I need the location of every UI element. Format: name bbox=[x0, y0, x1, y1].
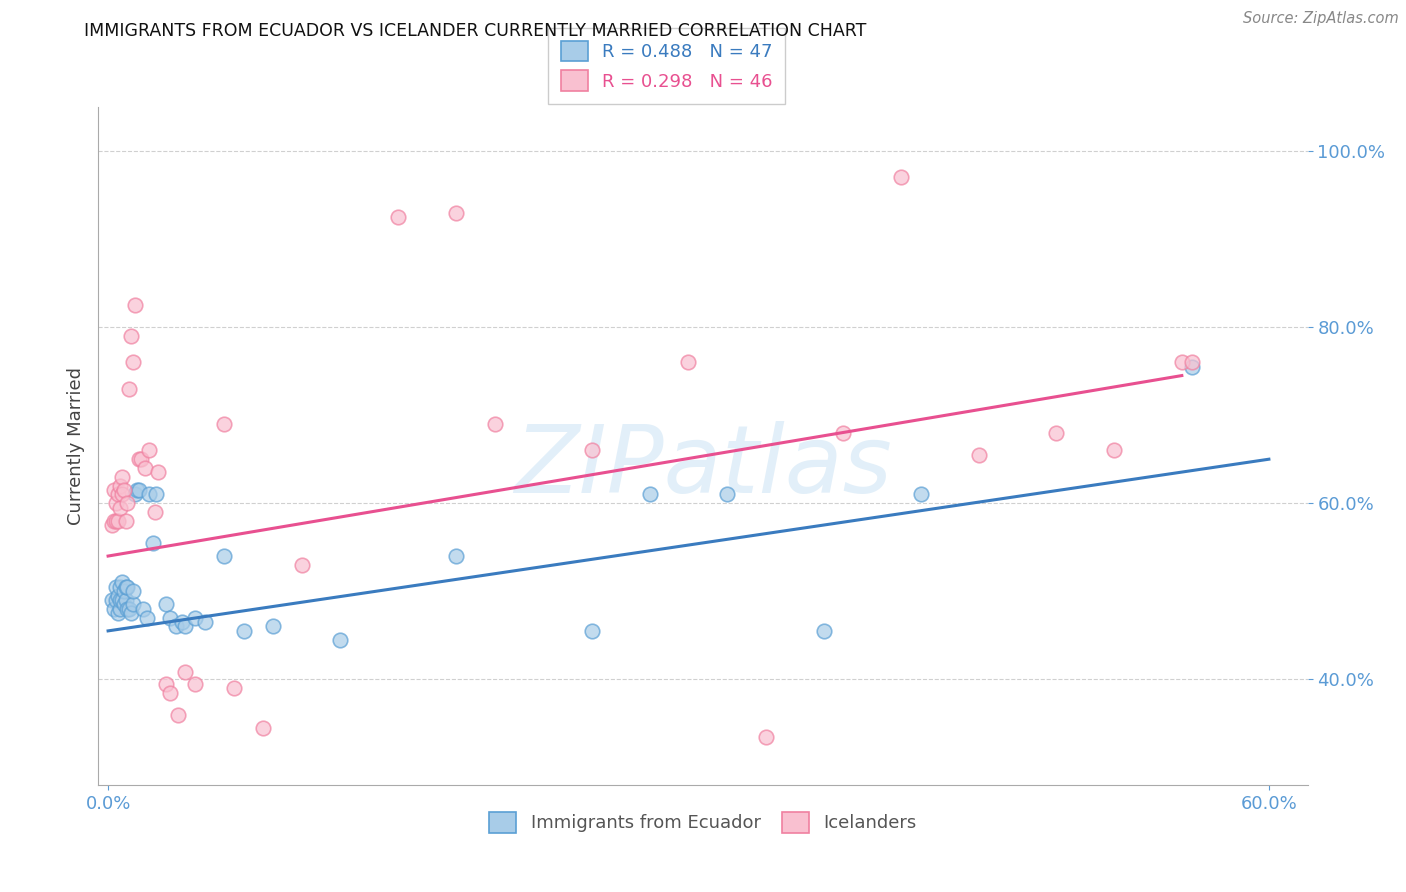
Point bbox=[114, 593, 136, 607]
Point bbox=[678, 355, 700, 369]
Point bbox=[108, 602, 131, 616]
Point bbox=[117, 602, 139, 616]
Point bbox=[118, 602, 141, 616]
Point bbox=[104, 496, 127, 510]
Point bbox=[112, 483, 135, 497]
Point bbox=[135, 610, 157, 624]
Point bbox=[108, 593, 131, 607]
Point bbox=[581, 443, 603, 458]
Text: IMMIGRANTS FROM ECUADOR VS ICELANDER CURRENTLY MARRIED CORRELATION CHART: IMMIGRANTS FROM ECUADOR VS ICELANDER CUR… bbox=[84, 22, 866, 40]
Point bbox=[122, 355, 145, 369]
Point bbox=[165, 619, 187, 633]
Y-axis label: Currently Married: Currently Married bbox=[66, 367, 84, 525]
Point bbox=[127, 483, 149, 497]
Point bbox=[166, 707, 188, 722]
Point bbox=[114, 514, 136, 528]
Point bbox=[155, 676, 177, 690]
Point bbox=[484, 417, 506, 431]
Point bbox=[232, 624, 254, 638]
Point bbox=[111, 470, 134, 484]
Point bbox=[638, 487, 661, 501]
Point bbox=[1045, 425, 1067, 440]
Point bbox=[967, 448, 990, 462]
Point bbox=[755, 730, 778, 744]
Point bbox=[128, 483, 150, 497]
Point bbox=[122, 584, 145, 599]
Point bbox=[1171, 355, 1194, 369]
Point bbox=[107, 514, 129, 528]
Point bbox=[155, 598, 177, 612]
Point bbox=[104, 514, 127, 528]
Point bbox=[222, 681, 245, 695]
Point bbox=[1180, 359, 1202, 374]
Point bbox=[159, 685, 181, 699]
Point bbox=[120, 329, 142, 343]
Point bbox=[111, 593, 134, 607]
Point bbox=[174, 619, 197, 633]
Point bbox=[124, 487, 146, 501]
Point bbox=[107, 589, 129, 603]
Point bbox=[108, 478, 131, 492]
Point bbox=[101, 593, 124, 607]
Point bbox=[174, 665, 197, 680]
Point bbox=[103, 514, 125, 528]
Point bbox=[212, 549, 235, 563]
Point bbox=[910, 487, 932, 501]
Point bbox=[117, 496, 139, 510]
Point bbox=[290, 558, 312, 572]
Point bbox=[716, 487, 738, 501]
Point bbox=[832, 425, 855, 440]
Point bbox=[128, 452, 150, 467]
Point bbox=[1102, 443, 1125, 458]
Point bbox=[212, 417, 235, 431]
Point bbox=[112, 598, 135, 612]
Point bbox=[138, 487, 160, 501]
Point bbox=[101, 518, 124, 533]
Point bbox=[132, 602, 155, 616]
Point bbox=[145, 487, 167, 501]
Point bbox=[124, 298, 146, 312]
Point bbox=[108, 500, 131, 515]
Point bbox=[117, 580, 139, 594]
Point bbox=[446, 205, 468, 219]
Point bbox=[104, 593, 127, 607]
Point bbox=[148, 466, 170, 480]
Point bbox=[138, 443, 160, 458]
Point bbox=[111, 575, 134, 590]
Point bbox=[170, 615, 193, 629]
Point bbox=[890, 170, 912, 185]
Point bbox=[1180, 355, 1202, 369]
Point bbox=[813, 624, 835, 638]
Point bbox=[107, 487, 129, 501]
Point bbox=[142, 536, 165, 550]
Point bbox=[112, 584, 135, 599]
Point bbox=[194, 615, 217, 629]
Point bbox=[104, 580, 127, 594]
Point bbox=[262, 619, 284, 633]
Point bbox=[581, 624, 603, 638]
Legend: Immigrants from Ecuador, Icelanders: Immigrants from Ecuador, Icelanders bbox=[478, 801, 928, 844]
Point bbox=[184, 676, 207, 690]
Text: Source: ZipAtlas.com: Source: ZipAtlas.com bbox=[1243, 11, 1399, 26]
Point bbox=[122, 598, 145, 612]
Point bbox=[329, 632, 352, 647]
Point bbox=[252, 721, 274, 735]
Point bbox=[159, 610, 181, 624]
Point bbox=[103, 602, 125, 616]
Text: ZIPatlas: ZIPatlas bbox=[515, 421, 891, 512]
Point bbox=[108, 580, 131, 594]
Point bbox=[120, 607, 142, 621]
Point bbox=[107, 607, 129, 621]
Point bbox=[118, 382, 141, 396]
Point bbox=[111, 487, 134, 501]
Point bbox=[103, 483, 125, 497]
Point bbox=[387, 210, 409, 224]
Point bbox=[446, 549, 468, 563]
Point bbox=[129, 452, 152, 467]
Point bbox=[134, 461, 156, 475]
Point bbox=[114, 580, 136, 594]
Point bbox=[143, 505, 166, 519]
Point bbox=[184, 610, 207, 624]
